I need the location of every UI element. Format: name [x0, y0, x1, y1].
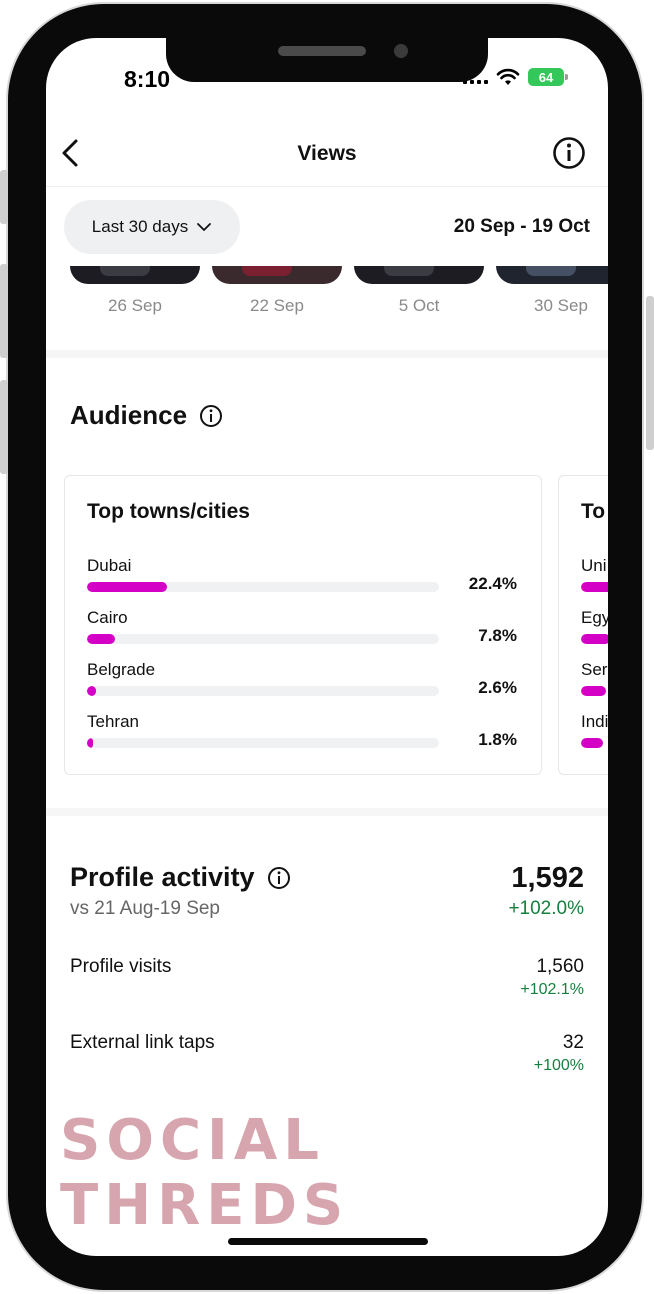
metric-change: +102.1%: [520, 981, 584, 999]
bar-track: [87, 738, 439, 748]
city-percent: 7.8%: [478, 626, 517, 646]
city-percent: 2.6%: [478, 678, 517, 698]
bar-track: [87, 634, 439, 644]
card-title: To: [581, 500, 605, 524]
top-countries-card: To Uni Egy Ser Indi: [558, 475, 608, 775]
comparison-period: vs 21 Aug-19 Sep: [70, 898, 220, 920]
bar-fill: [581, 738, 603, 748]
watermark-text: SOCIAL THREDS: [60, 1108, 608, 1238]
post-thumbnail[interactable]: [496, 266, 608, 284]
phone-screen: 8:10 64 Views Last 30 days 20 Sep - 19 O…: [46, 38, 608, 1256]
country-name: Indi: [581, 712, 608, 732]
page-title: Views: [46, 142, 608, 166]
bar-fill: [87, 738, 93, 748]
period-label: Last 30 days: [92, 217, 188, 237]
city-name: Belgrade: [87, 660, 155, 680]
bar-track: [87, 686, 439, 696]
bar-track: [581, 582, 608, 592]
bar-fill: [581, 686, 606, 696]
recent-posts-strip: 26 Sep 22 Sep 5 Oct 30 Sep: [46, 266, 608, 326]
city-name: Dubai: [87, 556, 131, 576]
metric-label: External link taps: [70, 1032, 215, 1054]
mute-switch: [0, 170, 8, 224]
period-dropdown[interactable]: Last 30 days: [64, 200, 240, 254]
city-row: Tehran 1.8%: [87, 712, 517, 764]
info-icon[interactable]: [199, 404, 223, 428]
date-range: 20 Sep - 19 Oct: [454, 216, 590, 238]
country-name: Ser: [581, 660, 607, 680]
city-name: Tehran: [87, 712, 139, 732]
bar-fill: [87, 634, 115, 644]
section-divider: [46, 808, 608, 816]
profile-activity-change: +102.0%: [508, 898, 584, 920]
top-bar: Views: [46, 122, 608, 187]
metric-change: +100%: [534, 1057, 584, 1075]
bar-fill: [87, 686, 96, 696]
country-name: Uni: [581, 556, 607, 576]
status-time: 8:10: [124, 66, 170, 93]
info-icon[interactable]: [267, 866, 291, 890]
post-date: 30 Sep: [496, 296, 608, 316]
bar-fill: [87, 582, 167, 592]
country-row: Egy: [581, 608, 608, 660]
bar-track: [87, 582, 439, 592]
speaker: [278, 46, 366, 56]
country-row: Indi: [581, 712, 608, 764]
bar-track: [581, 738, 608, 748]
city-row: Dubai 22.4%: [87, 556, 517, 608]
city-row: Belgrade 2.6%: [87, 660, 517, 712]
section-divider: [46, 350, 608, 358]
post-thumbnail[interactable]: [70, 266, 200, 284]
notch: [166, 38, 488, 82]
city-name: Cairo: [87, 608, 128, 628]
bar-fill: [581, 634, 608, 644]
metric-label: Profile visits: [70, 956, 171, 978]
country-row: Uni: [581, 556, 608, 608]
battery-icon: 64: [528, 68, 564, 86]
country-row: Ser: [581, 660, 608, 712]
metric-value: 32: [563, 1032, 584, 1054]
info-icon[interactable]: [552, 136, 586, 170]
city-row: Cairo 7.8%: [87, 608, 517, 660]
post-thumbnail[interactable]: [354, 266, 484, 284]
bar-fill: [581, 582, 608, 592]
post-date: 26 Sep: [70, 296, 200, 316]
post-date: 5 Oct: [354, 296, 484, 316]
chevron-down-icon: [196, 222, 212, 232]
filter-row: Last 30 days 20 Sep - 19 Oct: [46, 200, 608, 256]
home-indicator[interactable]: [228, 1238, 428, 1245]
city-percent: 1.8%: [478, 730, 517, 750]
audience-heading: Audience: [70, 400, 223, 431]
metric-value: 1,560: [536, 956, 584, 978]
city-percent: 22.4%: [469, 574, 517, 594]
profile-activity-total: 1,592: [511, 862, 584, 895]
profile-activity-title: Profile activity: [70, 862, 255, 893]
post-thumbnail[interactable]: [212, 266, 342, 284]
front-camera: [394, 44, 408, 58]
profile-activity-heading: Profile activity: [70, 862, 291, 893]
country-name: Egy: [581, 608, 608, 628]
top-cities-card: Top towns/cities Dubai 22.4% Cairo 7.8% …: [64, 475, 542, 775]
audience-title: Audience: [70, 400, 187, 431]
wifi-icon: [496, 68, 520, 86]
power-button: [646, 296, 654, 450]
volume-down-button: [0, 380, 8, 474]
bar-track: [581, 686, 608, 696]
card-title: Top towns/cities: [87, 500, 250, 524]
post-date: 22 Sep: [212, 296, 342, 316]
volume-up-button: [0, 264, 8, 358]
bar-track: [581, 634, 608, 644]
